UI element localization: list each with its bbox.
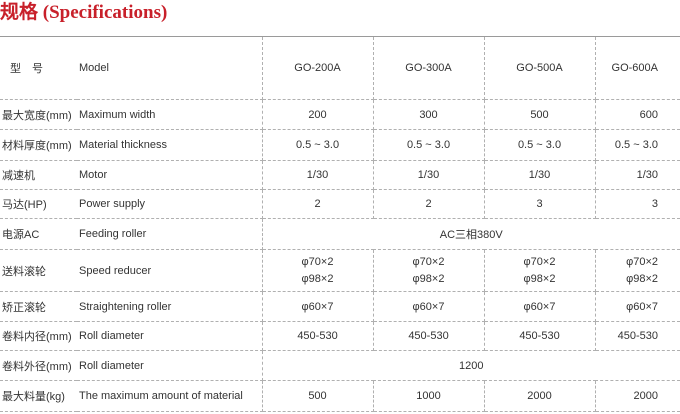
value-cell: φ60×7 (595, 291, 680, 322)
value-cell: 2000 (484, 380, 596, 412)
value-cell: 0.5 ~ 3.0 (595, 129, 680, 161)
table-row: 马达(HP) Power supply 2 2 3 3 (0, 189, 680, 219)
value-line: φ70×2 (412, 255, 445, 268)
table-row: 最大料量(kg) The maximum amount of material 50… (0, 380, 680, 412)
value-cell: 500 (484, 99, 596, 130)
row-label-cn: 材料厚度(mm) (0, 129, 77, 161)
value-cell: 1000 (373, 380, 485, 412)
row-label-cn: 电源AC (0, 218, 77, 250)
value-line: φ70×2 (626, 255, 658, 268)
row-label-en: Material thickness (77, 129, 263, 161)
row-label-cn: 卷料内径(mm) (0, 321, 77, 351)
value-cell: φ70×2 φ98×2 (262, 249, 374, 292)
value-cell: φ60×7 (262, 291, 374, 322)
row-label-cn: 矫正滚轮 (0, 291, 77, 322)
value-cell: 450-530 (262, 321, 374, 351)
value-cell: 3 (595, 189, 680, 219)
row-label-en: Roll diameter (77, 350, 263, 381)
model-cell: GO-300A (373, 36, 485, 100)
row-label-cn: 送料滚轮 (0, 249, 77, 292)
merged-value-cell: AC三相380V (262, 218, 680, 250)
row-label-en: Straightening roller (77, 291, 263, 322)
table-row: 卷料内径(mm) Roll diameter 450-530 450-530 450-5… (0, 321, 680, 351)
value-line: φ98×2 (523, 272, 556, 285)
value-cell: 0.5 ~ 3.0 (484, 129, 596, 161)
value-line: φ70×2 (523, 255, 556, 268)
value-cell: 2 (262, 189, 374, 219)
model-cell: GO-200A (262, 36, 374, 100)
value-cell: 500 (262, 380, 374, 412)
spec-table: 型 号 Model GO-200A GO-300A GO-500A GO-600… (0, 36, 680, 412)
table-row: 减速机 Motor 1/30 1/30 1/30 1/30 (0, 160, 680, 190)
value-cell: 2000 (595, 380, 680, 412)
table-row: 电源AC Feeding roller AC三相380V (0, 218, 680, 250)
row-label-cn: 最大宽度(mm) (0, 99, 77, 130)
value-cell: 3 (484, 189, 596, 219)
table-header-row: 型 号 Model GO-200A GO-300A GO-500A GO-600… (0, 36, 680, 100)
value-line: φ98×2 (412, 272, 445, 285)
table-row: 矫正滚轮 Straightening roller φ60×7 φ60×7 φ60×7 φ… (0, 291, 680, 322)
value-cell: φ70×2 φ98×2 (484, 249, 596, 292)
model-cell: GO-600A (595, 36, 680, 100)
row-label-en: Roll diameter (77, 321, 263, 351)
value-cell: φ70×2 φ98×2 (595, 249, 680, 292)
value-cell: 1/30 (484, 160, 596, 190)
header-label-en: Model (77, 36, 263, 100)
value-cell: 1/30 (262, 160, 374, 190)
value-cell: 2 (373, 189, 485, 219)
value-cell: φ70×2 φ98×2 (373, 249, 485, 292)
value-cell: 1/30 (373, 160, 485, 190)
value-cell: 450-530 (373, 321, 485, 351)
table-row: 材料厚度(mm) Material thickness 0.5 ~ 3.0 0.5 ~… (0, 129, 680, 161)
row-label-en: Motor (77, 160, 263, 190)
header-label-cn: 型 号 (0, 36, 77, 100)
table-row: 最大宽度(mm) Maximum width 200 300 500 600 (0, 99, 680, 130)
value-cell: 0.5 ~ 3.0 (373, 129, 485, 161)
value-line: φ98×2 (301, 272, 334, 285)
value-cell: 0.5 ~ 3.0 (262, 129, 374, 161)
value-line: φ98×2 (626, 272, 658, 285)
value-cell: 450-530 (484, 321, 596, 351)
row-label-cn: 马达(HP) (0, 189, 77, 219)
value-cell: 1/30 (595, 160, 680, 190)
row-label-en: Speed reducer (77, 249, 263, 292)
table-row: 卷料外径(mm) Roll diameter 1200 (0, 350, 680, 381)
model-cell: GO-500A (484, 36, 596, 100)
row-label-en: Feeding roller (77, 218, 263, 250)
row-label-cn: 减速机 (0, 160, 77, 190)
spec-table-body: 型 号 Model GO-200A GO-300A GO-500A GO-600… (0, 36, 680, 412)
table-row: 送料滚轮 Speed reducer φ70×2 φ98×2 φ70×2 φ98×2 φ70… (0, 249, 680, 292)
row-label-cn: 卷料外径(mm) (0, 350, 77, 381)
row-label-cn: 最大料量(kg) (0, 380, 77, 412)
value-line: φ70×2 (301, 255, 334, 268)
merged-value-cell: 1200 (262, 350, 680, 381)
row-label-en: The maximum amount of material (77, 380, 263, 412)
value-cell: φ60×7 (484, 291, 596, 322)
value-cell: 600 (595, 99, 680, 130)
page-title: 规格 (Specifications) (0, 2, 168, 23)
value-cell: 200 (262, 99, 374, 130)
row-label-en: Power supply (77, 189, 263, 219)
value-cell: 450-530 (595, 321, 680, 351)
row-label-en: Maximum width (77, 99, 263, 130)
value-cell: 300 (373, 99, 485, 130)
value-cell: φ60×7 (373, 291, 485, 322)
